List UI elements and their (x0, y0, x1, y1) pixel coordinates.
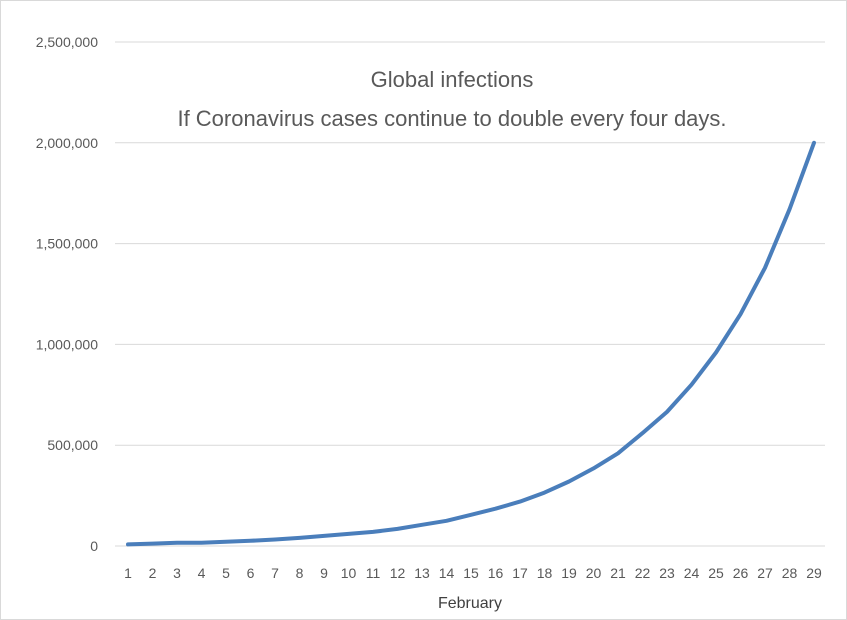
x-tick-label: 10 (341, 565, 357, 581)
x-tick-label: 28 (782, 565, 798, 581)
y-tick-label: 1,500,000 (36, 236, 98, 252)
x-tick-label: 11 (366, 565, 381, 581)
x-tick-label: 21 (610, 565, 626, 581)
x-axis: 1 2 3 4 5 6 7 8 9 10 11 12 13 14 15 16 17 18 19 20 21 22 23 24 2… (124, 565, 822, 581)
x-tick-label: 4 (198, 565, 206, 581)
y-tick-label: 2,000,000 (36, 135, 98, 151)
series-line (126, 140, 816, 547)
chart-title-line2: If Coronavirus cases continue to double … (177, 106, 726, 131)
x-tick-label: 27 (757, 565, 773, 581)
x-tick-label: 19 (561, 565, 577, 581)
y-axis: 0 500,000 1,000,000 1,500,000 2,000,000 2,500… (36, 34, 99, 554)
x-tick-label: 29 (806, 565, 822, 581)
x-tick-label: 3 (173, 565, 181, 581)
x-tick-label: 2 (149, 565, 157, 581)
y-tick-label: 0 (90, 538, 98, 554)
x-tick-label: 26 (733, 565, 749, 581)
y-tick-label: 1,000,000 (36, 336, 98, 352)
x-axis-label: February (438, 595, 502, 612)
x-tick-label: 6 (247, 565, 255, 581)
chart-title-line1: Global infections (371, 67, 534, 92)
x-tick-label: 9 (320, 565, 328, 581)
x-tick-label: 13 (414, 565, 430, 581)
x-tick-label: 24 (684, 565, 700, 581)
x-tick-label: 23 (659, 565, 675, 581)
y-tick-label: 2,500,000 (36, 34, 98, 50)
y-tick-label: 500,000 (47, 437, 98, 453)
x-tick-label: 17 (512, 565, 528, 581)
x-tick-label: 16 (488, 565, 504, 581)
series-layer (126, 140, 816, 547)
x-tick-label: 1 (124, 565, 132, 581)
x-tick-label: 15 (463, 565, 479, 581)
x-tick-label: 25 (708, 565, 724, 581)
x-tick-label: 7 (271, 565, 279, 581)
x-tick-label: 22 (635, 565, 651, 581)
x-tick-label: 20 (586, 565, 602, 581)
x-tick-label: 14 (439, 565, 455, 581)
gridlines (115, 41, 825, 547)
x-tick-label: 8 (296, 565, 304, 581)
x-tick-label: 12 (390, 565, 406, 581)
x-tick-label: 18 (537, 565, 553, 581)
x-tick-label: 5 (222, 565, 230, 581)
